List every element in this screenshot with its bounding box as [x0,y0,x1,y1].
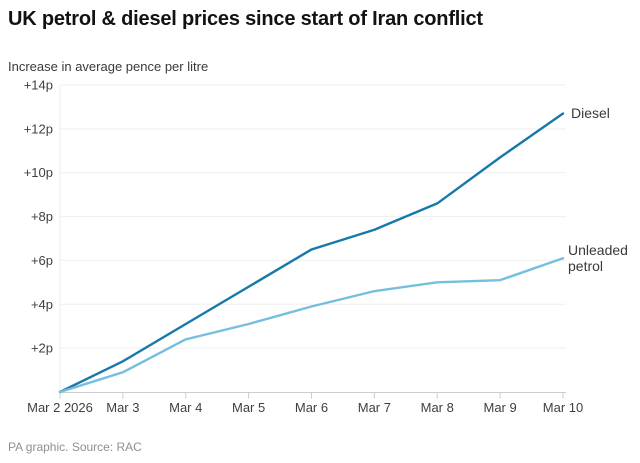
chart-subtitle: Increase in average pence per litre [8,59,209,74]
x-tick-label: Mar 6 [295,400,328,415]
y-tick-label: +14p [24,78,53,93]
x-tick-label: Mar 3 [106,400,139,415]
y-tick-label: +12p [24,121,53,136]
x-tick-label: Mar 2 2026 [27,400,93,415]
series-line-unleaded-petrol [58,257,565,394]
x-tick-label: Mar 8 [421,400,454,415]
chart-title: UK petrol & diesel prices since start of… [8,8,483,30]
y-tick-label: +8p [31,209,53,224]
x-tick-label: Mar 4 [169,400,202,415]
x-tick-label: Mar 5 [232,400,265,415]
y-tick-label: +10p [24,165,53,180]
series-line-diesel [58,112,565,394]
series-label-diesel: Diesel [571,105,610,121]
x-tick-label: Mar 10 [543,400,583,415]
y-tick-label: +6p [31,253,53,268]
y-tick-label: +4p [31,297,53,312]
series-label-unleaded-petrol: Unleaded petrol [568,242,628,275]
x-tick-label: Mar 9 [484,400,517,415]
x-tick-label: Mar 7 [358,400,391,415]
y-tick-label: +2p [31,341,53,356]
source-credit: PA graphic. Source: RAC [8,440,142,454]
